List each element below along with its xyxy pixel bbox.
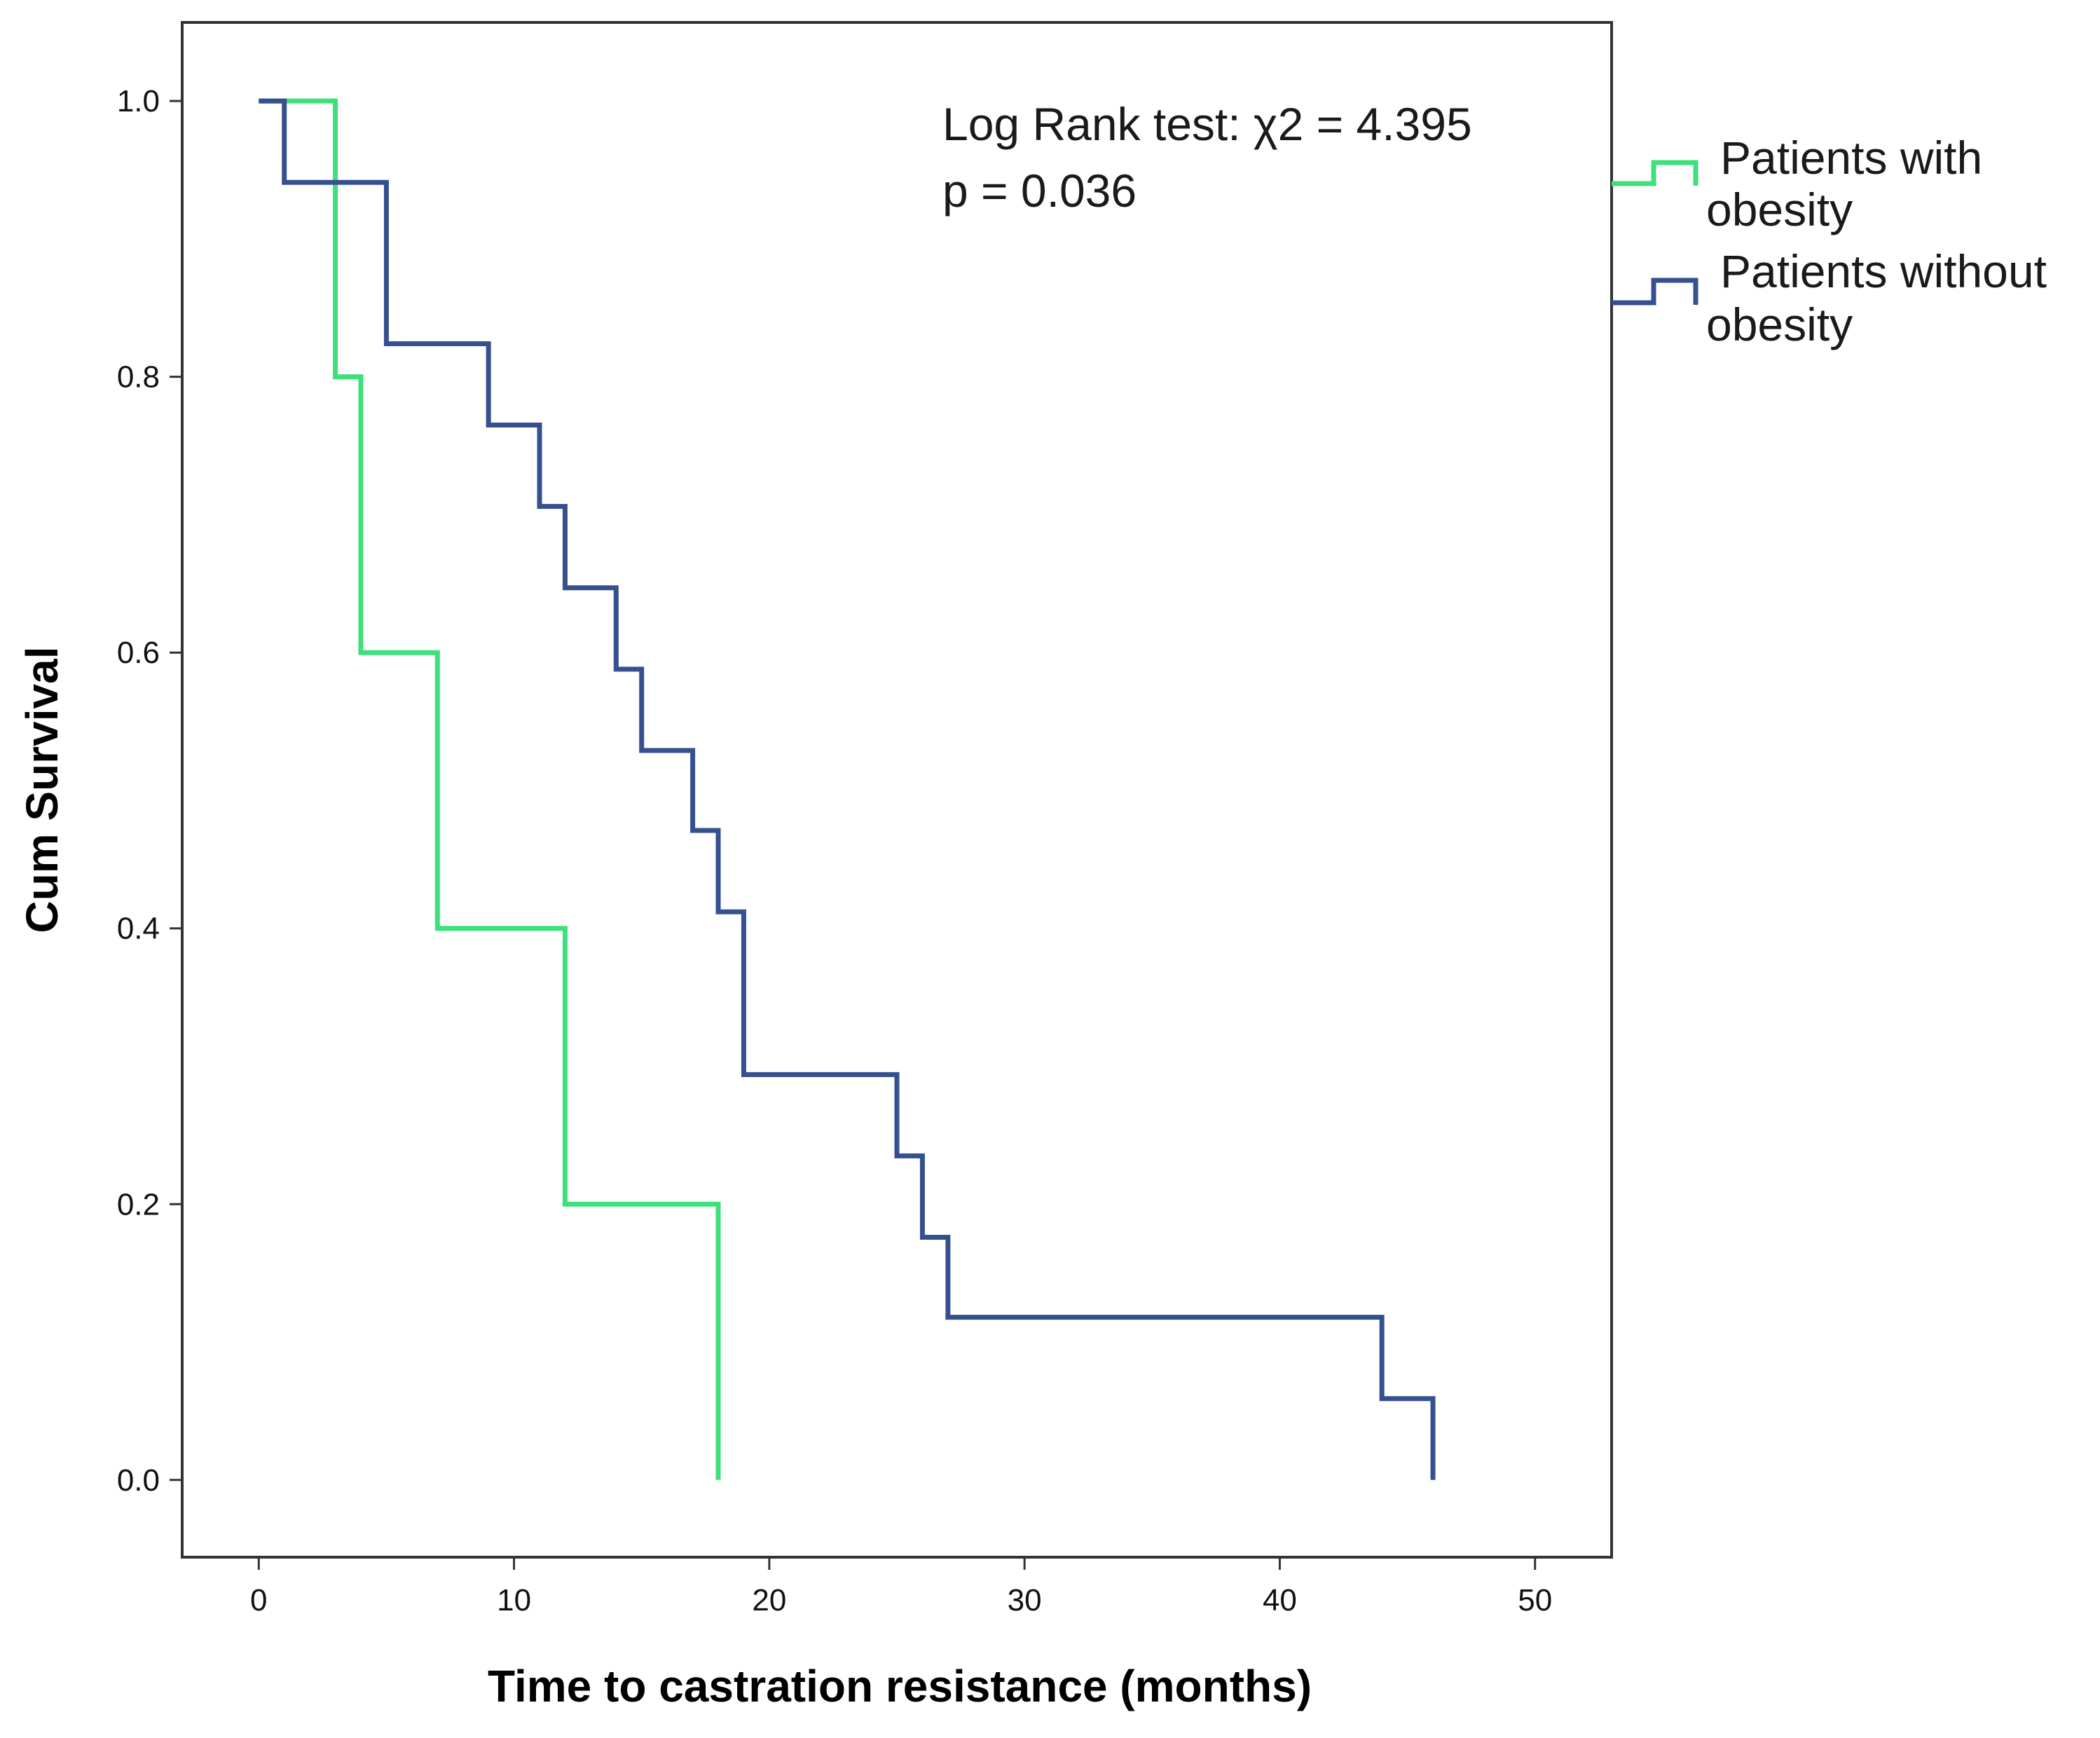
x-axis-ticks: 0 10 20 30 40 50 xyxy=(250,1557,1552,1617)
y-tick-label: 0.2 xyxy=(117,1187,160,1222)
legend-label-obese-line2: obesity xyxy=(1706,184,1853,235)
x-tick-label: 10 xyxy=(497,1583,531,1617)
y-axis-title: Cum Survival xyxy=(17,646,67,933)
legend: Patients with obesity Patients without o… xyxy=(1612,132,2047,350)
x-tick-label: 50 xyxy=(1518,1583,1552,1617)
x-tick-label: 30 xyxy=(1008,1583,1042,1617)
y-tick-label: 0.8 xyxy=(117,360,160,395)
plot-frame xyxy=(181,21,1613,1559)
log-rank-annotation: Log Rank test: χ2 = 4.395 xyxy=(942,98,1472,150)
x-tick-label: 40 xyxy=(1263,1583,1297,1617)
p-value-annotation: p = 0.036 xyxy=(942,165,1137,217)
y-tick-label: 0.0 xyxy=(117,1463,160,1498)
legend-label-non-obese-line1: Patients without xyxy=(1720,245,2047,297)
legend-swatch-obese xyxy=(1612,160,1698,186)
y-axis-ticks: 0.0 0.2 0.4 0.6 0.8 1.0 xyxy=(117,84,182,1498)
survival-curve-non-obese xyxy=(259,98,1436,1480)
legend-label-obese-line1: Patients with xyxy=(1720,132,1982,184)
y-tick-label: 0.4 xyxy=(117,912,160,946)
x-tick-label: 0 xyxy=(250,1583,267,1617)
x-tick-label: 20 xyxy=(752,1583,786,1617)
y-tick-label: 0.6 xyxy=(117,636,160,670)
legend-swatch-non-obese xyxy=(1612,278,1698,306)
survival-curve-obese xyxy=(259,98,721,1480)
y-tick-label: 1.0 xyxy=(117,84,160,118)
x-axis-title: Time to castration resistance (months) xyxy=(488,1661,1312,1711)
series-layer xyxy=(259,98,1436,1480)
legend-label-non-obese-line2: obesity xyxy=(1706,299,1853,350)
